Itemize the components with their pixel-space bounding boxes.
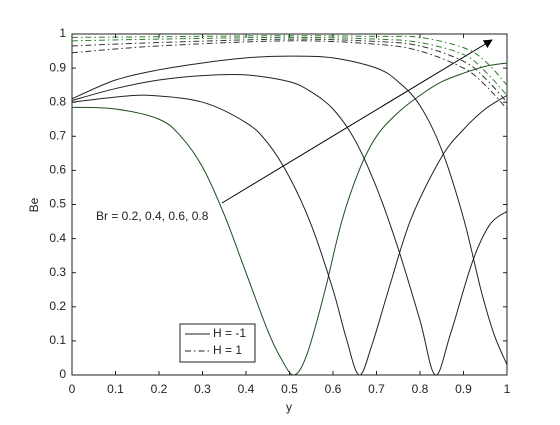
y-tick-label: 0.9	[49, 60, 66, 74]
line	[71, 36, 508, 96]
y-tick-label: 0.2	[49, 299, 66, 313]
x-tick-label: 0.4	[238, 382, 255, 396]
x-tick-label: 0.5	[281, 382, 298, 396]
x-tick-label: 0.7	[368, 382, 385, 396]
line	[71, 55, 508, 365]
plot-area	[71, 33, 508, 376]
x-tick-label: 0.1	[107, 382, 124, 396]
y-tick-label: 0.1	[49, 333, 66, 347]
line	[71, 94, 508, 376]
annotation-arrow	[221, 39, 493, 204]
y-tick-label: 0.4	[49, 231, 66, 245]
x-tick-label: 0.8	[412, 382, 429, 396]
line	[71, 73, 508, 376]
x-tick-label: 0	[69, 382, 76, 396]
x-axis-label: y	[286, 400, 292, 414]
x-tick-label: 0.9	[455, 382, 472, 396]
y-tick-label: 0	[59, 367, 66, 381]
line	[71, 62, 508, 376]
legend-box	[179, 323, 256, 363]
y-tick-label: 0.8	[49, 94, 66, 108]
annotation: Br = 0.2, 0.4, 0.6, 0.8	[96, 209, 209, 223]
x-tick-label: 0.3	[194, 382, 211, 396]
x-tick-label: 0.2	[151, 382, 168, 396]
legend-label: H = 1	[213, 343, 242, 357]
y-tick-label: 0.5	[49, 197, 66, 211]
y-axis-label: Be	[27, 197, 41, 212]
y-tick-label: 0.3	[49, 265, 66, 279]
x-tick-label: 0.6	[325, 382, 342, 396]
y-tick-label: 0.6	[49, 163, 66, 177]
y-tick-label: 0.7	[49, 128, 66, 142]
y-tick-label: 1	[59, 26, 66, 40]
legend-label: H = -1	[213, 326, 246, 340]
x-tick-label: 1	[504, 382, 511, 396]
